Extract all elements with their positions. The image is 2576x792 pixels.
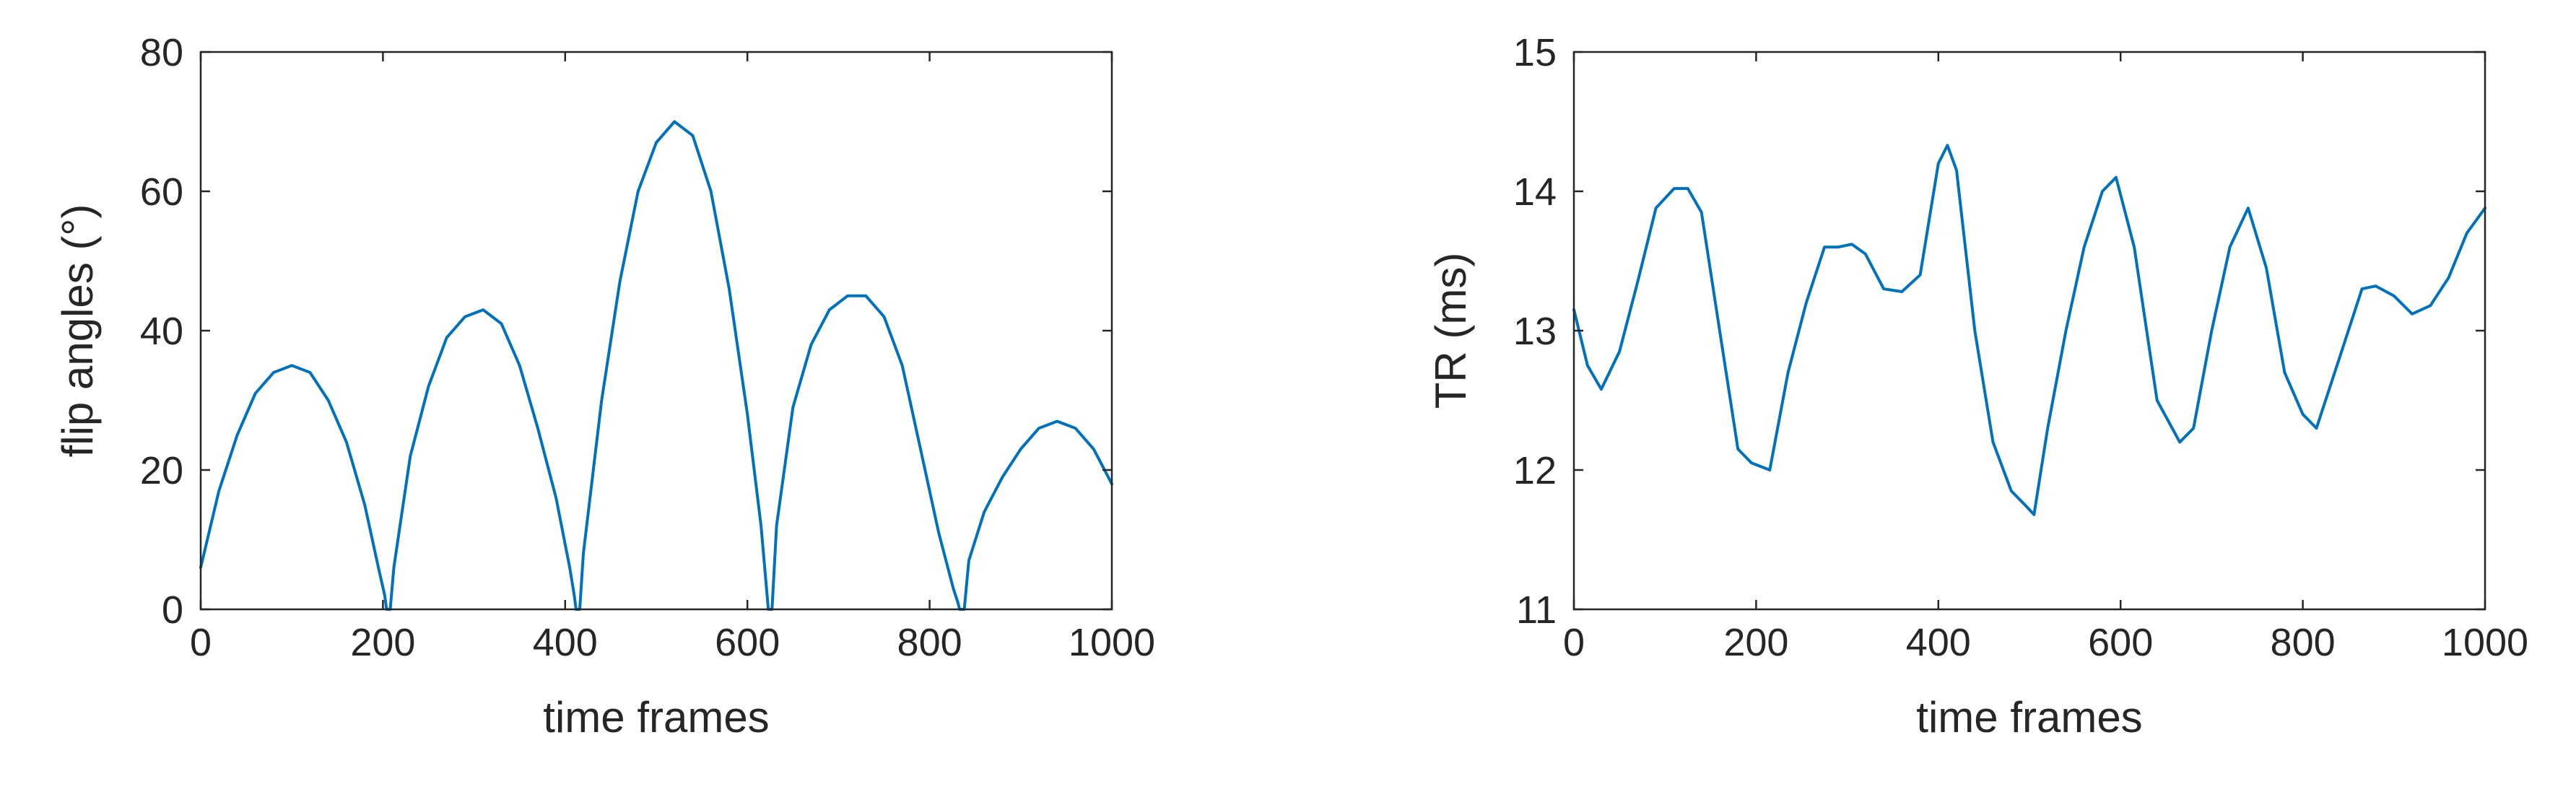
y-tick-label: 11 xyxy=(1516,588,1557,632)
x-tick-label: 1000 xyxy=(1069,621,1155,664)
y-tick-label: 0 xyxy=(162,588,183,632)
x-tick-label: 0 xyxy=(190,621,212,664)
x-tick-label: 400 xyxy=(533,621,598,664)
flip-angles-chart: 0 200 400 600 800 1000 0 20 40 60 80 time frames fli… xyxy=(53,31,1155,741)
y-tick-label: 60 xyxy=(140,170,183,214)
x-tick-label: 400 xyxy=(1906,621,1971,664)
y-axis-label: TR (ms) xyxy=(1427,253,1475,409)
series-line xyxy=(1572,144,2486,516)
series-line xyxy=(199,120,1113,611)
tr-chart: 0 200 400 600 800 1000 11 12 13 14 15 time frames TR… xyxy=(1427,31,2528,741)
x-tick-label: 600 xyxy=(715,621,780,664)
x-axis-label: time frames xyxy=(543,693,769,741)
x-tick-label: 800 xyxy=(897,621,962,664)
y-tick-label: 14 xyxy=(1513,170,1557,214)
y-tick-label: 20 xyxy=(140,449,183,492)
x-axis-label: time frames xyxy=(1916,693,2142,741)
x-tick-label: 600 xyxy=(2088,621,2153,664)
y-tick-label: 15 xyxy=(1513,31,1557,74)
x-tick-label: 200 xyxy=(350,621,415,664)
y-tick-label: 13 xyxy=(1513,310,1557,353)
y-tick-label: 80 xyxy=(140,31,183,74)
y-axis-label: flip angles (°) xyxy=(53,204,102,458)
x-tick-label: 200 xyxy=(1723,621,1788,664)
x-tick-label: 0 xyxy=(1563,621,1585,664)
y-tick-label: 12 xyxy=(1513,449,1557,492)
x-tick-label: 1000 xyxy=(2442,621,2528,664)
y-tick-label: 40 xyxy=(140,310,183,353)
x-tick-label: 800 xyxy=(2271,621,2336,664)
axes-box xyxy=(199,51,1113,611)
